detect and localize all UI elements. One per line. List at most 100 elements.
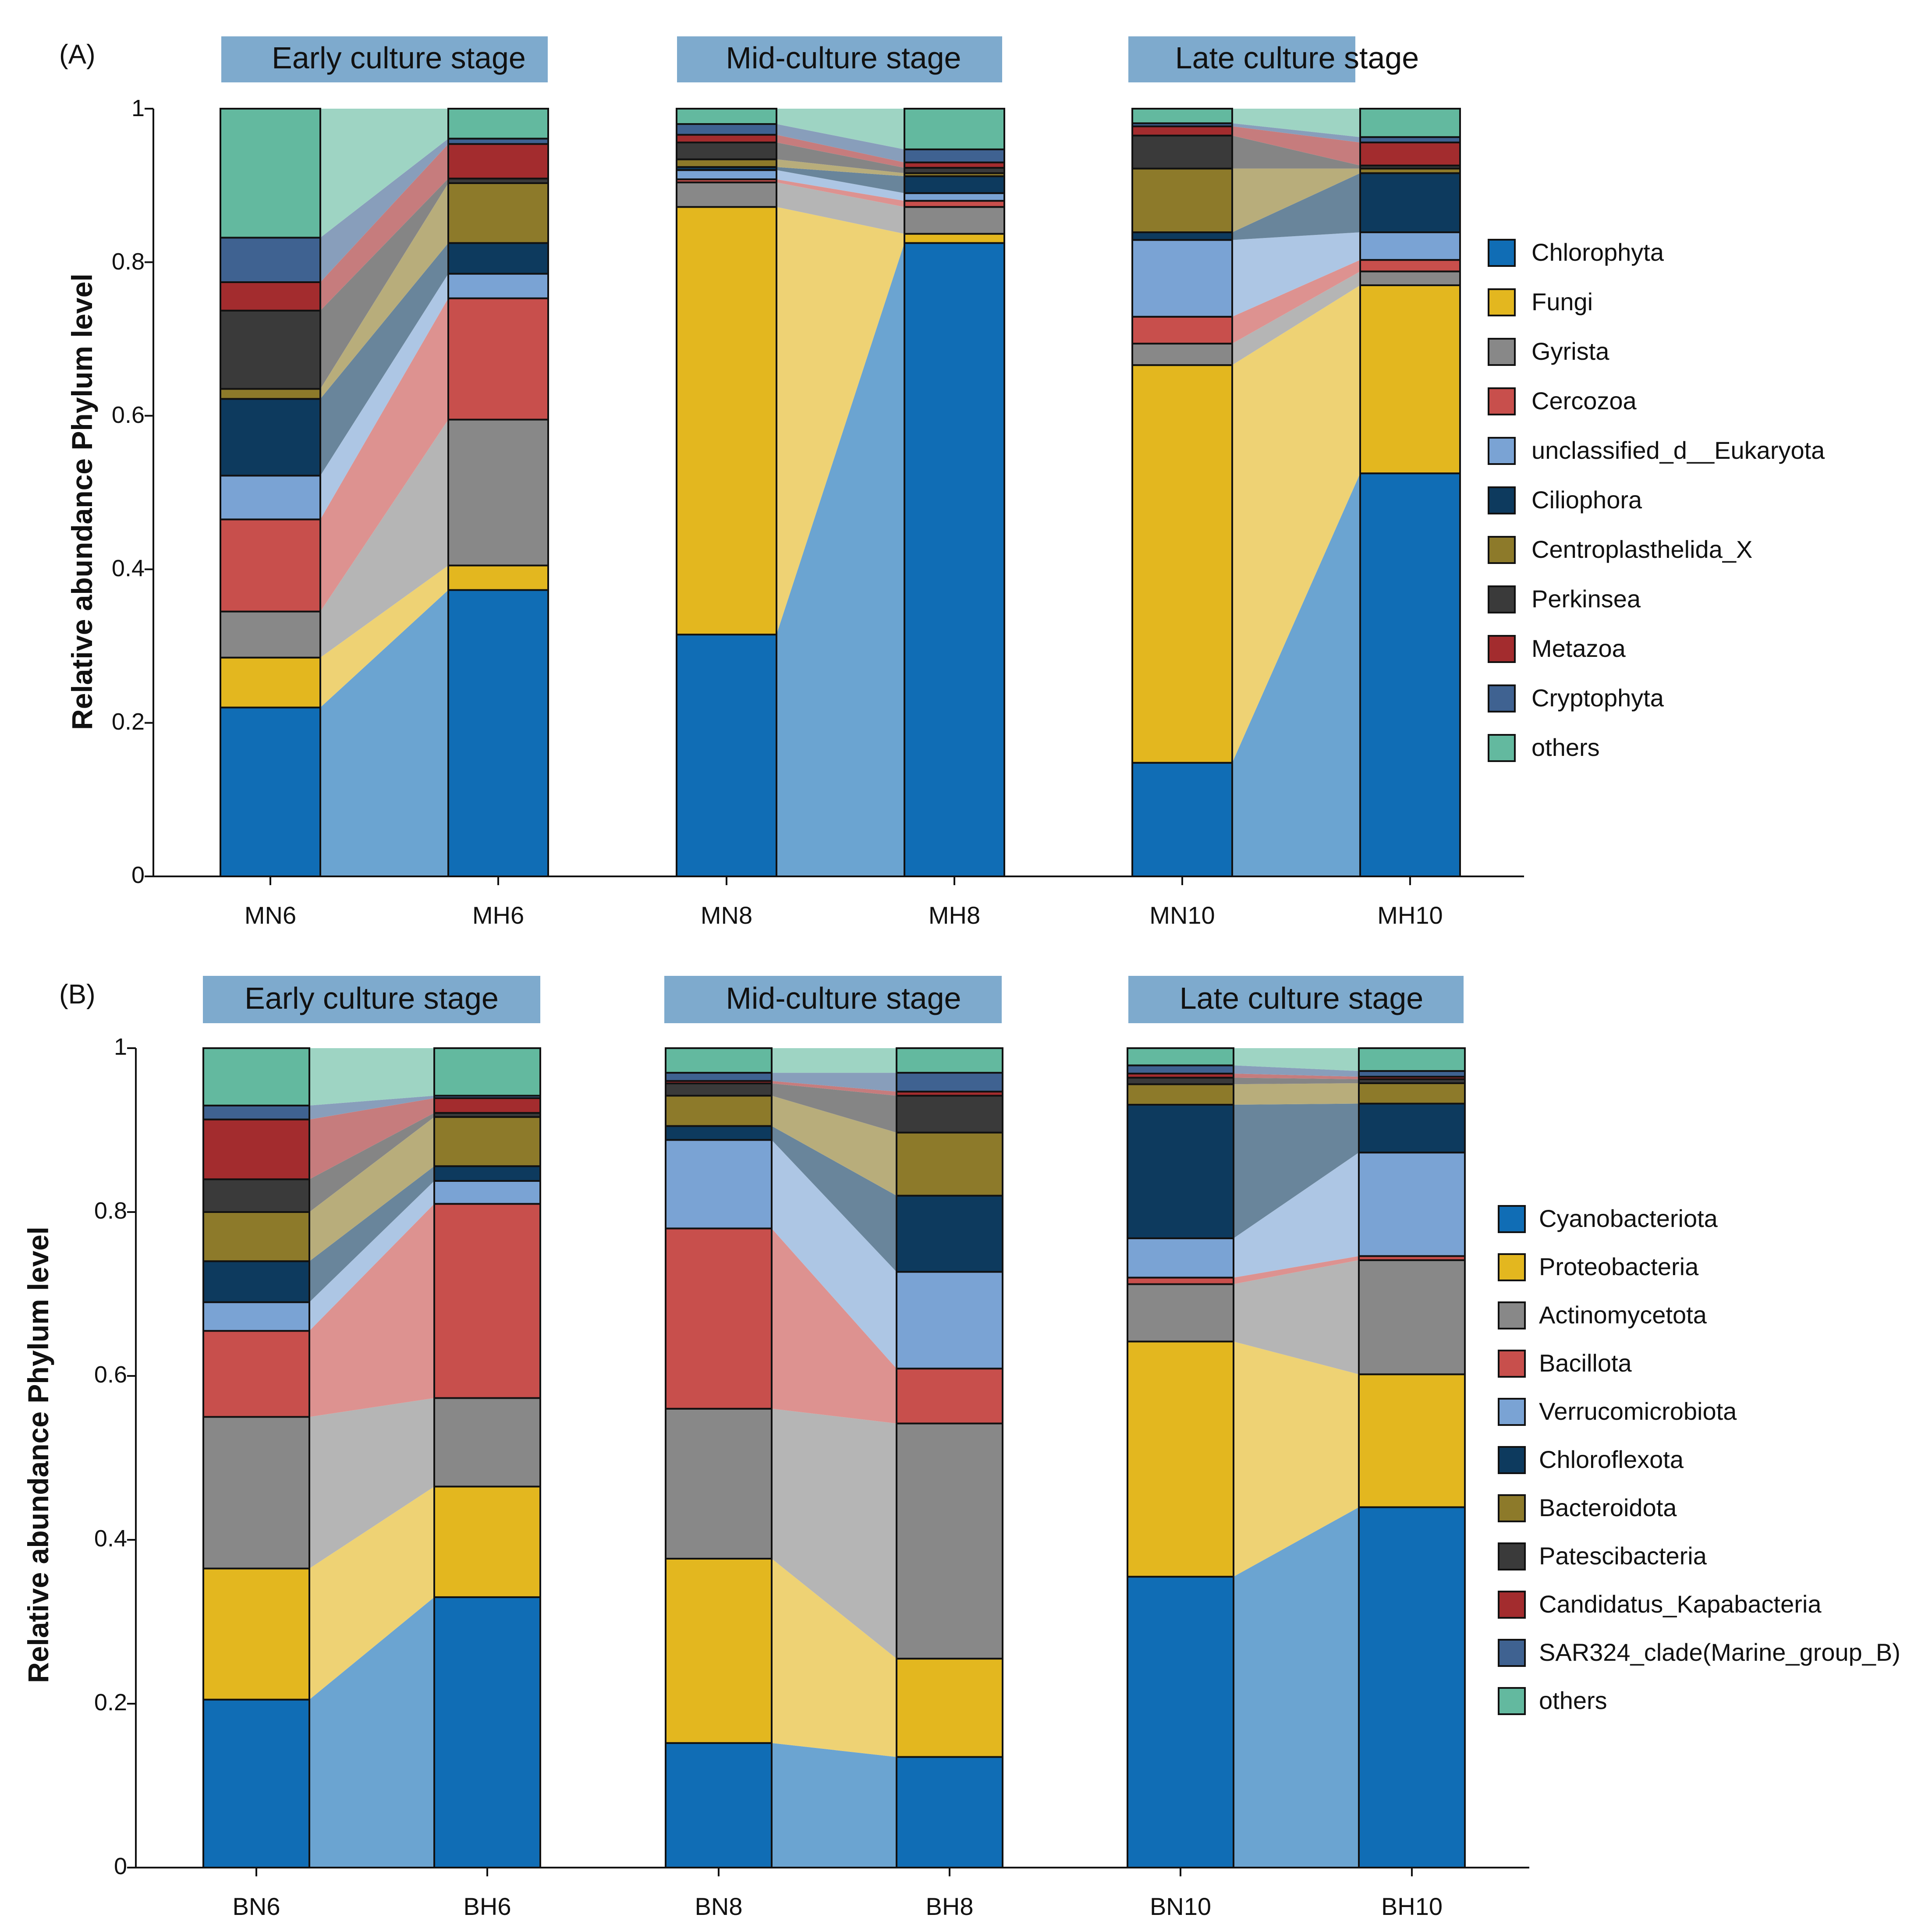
bar-segment: [665, 1742, 773, 1868]
bar-segment: [904, 175, 1005, 194]
legend-label: Centroplasthelida_X: [1531, 535, 1752, 563]
flow-band: [320, 419, 448, 658]
bar-segment: [896, 1095, 1003, 1134]
legend-label: Fungi: [1531, 288, 1593, 316]
bar-segment: [202, 1047, 310, 1106]
bar-segment: [676, 134, 777, 144]
legend-swatch: [1498, 1542, 1526, 1570]
legend-label: Proteobacteria: [1539, 1253, 1699, 1280]
legend-label: Actinomycetota: [1539, 1301, 1707, 1329]
bar-segment: [904, 200, 1005, 208]
flow-band: [772, 1126, 897, 1272]
bar-segment: [896, 1047, 1003, 1074]
bar-segment: [1131, 762, 1233, 877]
bar-segment: [1131, 125, 1233, 137]
legend-label: Chlorophyta: [1531, 238, 1664, 266]
flow-band: [1234, 1065, 1359, 1077]
bar-segment: [447, 589, 549, 877]
legend-label: Perkinsea: [1531, 585, 1641, 613]
flow-band: [1232, 168, 1360, 233]
legend-label: others: [1539, 1687, 1607, 1714]
legend-swatch: [1498, 1253, 1526, 1281]
bar-segment: [665, 1072, 773, 1082]
flow-band: [776, 207, 904, 635]
bar-segment: [433, 1397, 541, 1488]
bar-segment: [676, 158, 777, 168]
legend-swatch: [1498, 1398, 1526, 1426]
x-tick-label: MH10: [1377, 901, 1443, 929]
legend-label: Cyanobacteriota: [1539, 1205, 1718, 1232]
bar-segment: [433, 1203, 541, 1399]
bar-segment: [220, 610, 321, 659]
stage-label: Mid-culture stage: [726, 981, 961, 1015]
flow-band: [320, 144, 448, 311]
plot-area: [127, 976, 1529, 1876]
flow-band: [772, 1048, 897, 1073]
bar-segment: [1127, 1047, 1234, 1067]
bar-segment: [433, 1047, 541, 1097]
bar-segment: [220, 475, 321, 521]
bar-segment: [202, 1416, 310, 1570]
bar-segment: [1131, 316, 1233, 345]
y-axis-label: Relative abundance Phylum level: [22, 1227, 54, 1683]
legend-swatch: [1488, 338, 1516, 366]
x-tick-label: MN6: [245, 901, 296, 929]
bar-segment: [447, 273, 549, 299]
stage-label: Late culture stage: [1180, 981, 1423, 1015]
flow-band: [309, 1180, 434, 1331]
flow-band: [1234, 1256, 1359, 1284]
flow-band: [1234, 1507, 1359, 1868]
y-tick-label: 0.2: [94, 1689, 127, 1716]
flow-band: [1234, 1152, 1359, 1278]
bar-segment: [202, 1260, 310, 1303]
bar-segment: [676, 142, 777, 160]
bar-segment: [447, 182, 549, 244]
bar-segment: [1358, 1102, 1466, 1154]
legend-label: Ciliophora: [1531, 486, 1642, 514]
flow-band: [1232, 123, 1360, 143]
flow-band: [776, 142, 904, 174]
plot-area: [145, 36, 1524, 885]
legend-swatch: [1488, 536, 1516, 564]
bar-segment: [896, 1131, 1003, 1197]
bar-segment: [1359, 108, 1461, 138]
bar-segment: [665, 1227, 773, 1410]
legend-swatch: [1488, 585, 1516, 613]
flow-band: [309, 1048, 434, 1106]
flow-band: [776, 243, 904, 876]
bar-segment: [1127, 1283, 1234, 1343]
x-tick-label: BH10: [1381, 1893, 1443, 1920]
flow-band: [1232, 109, 1360, 137]
flow-band: [320, 273, 448, 520]
bar-segment: [220, 388, 321, 400]
legend-swatch: [1498, 1687, 1526, 1715]
legend-swatch: [1488, 437, 1516, 465]
bar-segment: [1131, 108, 1233, 124]
legend-swatch: [1498, 1639, 1526, 1667]
bar-segment: [1127, 1104, 1234, 1239]
bar-segment: [665, 1047, 773, 1074]
y-tick-label: 0.4: [94, 1525, 127, 1552]
bar-segment: [665, 1125, 773, 1141]
bar-segment: [665, 1095, 773, 1127]
legend-label: Cryptophyta: [1531, 684, 1664, 712]
bar-segment: [896, 1195, 1003, 1273]
flow-band: [309, 1095, 434, 1120]
flow-band: [1234, 1103, 1359, 1238]
bar-segment: [1358, 1082, 1466, 1105]
y-tick-label: 0.6: [112, 402, 145, 428]
legend-label: SAR324_clade(Marine_group_B): [1539, 1638, 1900, 1666]
bar-segment: [896, 1658, 1003, 1758]
flow-band: [772, 1083, 897, 1133]
flow-band: [320, 590, 448, 876]
bar-segment: [665, 1558, 773, 1744]
flow-band: [776, 159, 904, 177]
y-tick-label: 0.2: [112, 709, 145, 735]
x-tick-label: BH8: [926, 1893, 974, 1920]
bar-segment: [1359, 172, 1461, 234]
legend-swatch: [1498, 1494, 1526, 1522]
stage-header-box: [1128, 976, 1464, 1023]
flow-band: [772, 1743, 897, 1868]
legend-label: Cercozoa: [1531, 387, 1637, 415]
